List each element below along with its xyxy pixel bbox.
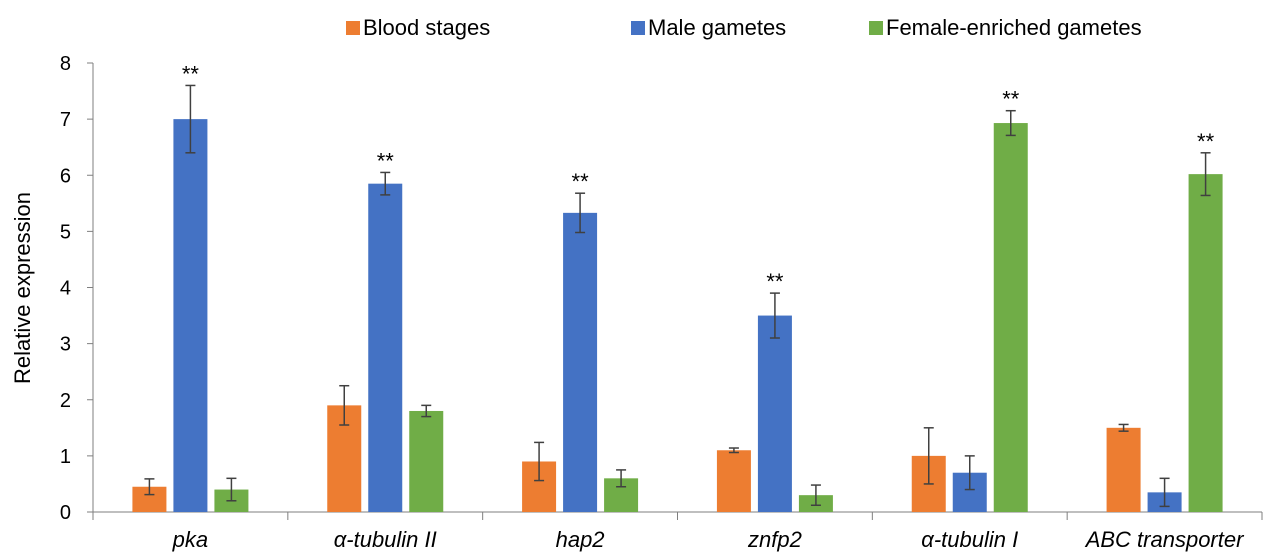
legend-label: Male gametes: [648, 15, 786, 40]
y-tick-label: 3: [60, 334, 71, 356]
y-tick-label: 6: [60, 165, 71, 187]
significance-label: **: [377, 148, 395, 173]
bar: [409, 410, 444, 512]
y-tick-label: 7: [60, 109, 71, 131]
legend-label: Blood stages: [363, 15, 490, 40]
y-tick-label: 0: [60, 502, 71, 524]
bar: [993, 123, 1028, 513]
legend-swatch: [869, 21, 883, 35]
bar: [563, 212, 598, 512]
legend: Blood stages Male gametes Female-enriched …: [346, 15, 1142, 40]
plot-area: ** ** ** ** ** **: [132, 61, 1223, 513]
significance-label: **: [1002, 87, 1020, 112]
bar: [368, 183, 403, 512]
bar: [1188, 174, 1223, 512]
x-category-label: pka: [172, 527, 208, 552]
x-category-label: α-tubulin I: [921, 527, 1018, 552]
bar: [1106, 427, 1141, 512]
bar: [173, 119, 208, 512]
significance-label: **: [182, 61, 200, 86]
x-category-label: znfp2: [747, 527, 802, 552]
significance-label: **: [572, 169, 590, 194]
y-tick-label: 5: [60, 221, 71, 243]
x-category-label: α-tubulin II: [334, 527, 437, 552]
y-tick-label: 2: [60, 390, 71, 412]
significance-label: **: [1197, 129, 1215, 154]
y-tick-label: 4: [60, 278, 71, 300]
y-axis: 0 1 2 3 4 5 6 7 8: [60, 53, 94, 524]
y-axis-title: Relative expression: [10, 192, 35, 384]
bar: [716, 450, 751, 512]
significance-label: **: [766, 269, 784, 294]
x-category-label: ABC transporter: [1084, 527, 1245, 552]
bar: [757, 315, 792, 512]
y-tick-label: 8: [60, 53, 71, 75]
y-tick-label: 1: [60, 446, 71, 468]
legend-label: Female-enriched gametes: [886, 15, 1142, 40]
legend-swatch: [631, 21, 645, 35]
x-category-label: hap2: [556, 527, 605, 552]
legend-swatch: [346, 21, 360, 35]
x-axis: pka α-tubulin II hap2 znfp2 α-tubulin I ABC t…: [92, 511, 1263, 552]
